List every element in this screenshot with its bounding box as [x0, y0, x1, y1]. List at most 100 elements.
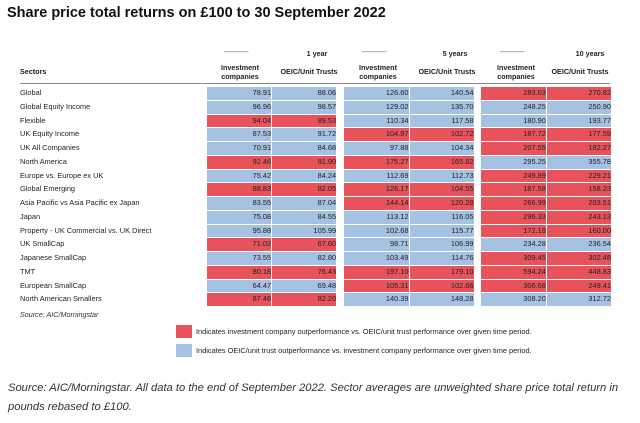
column-gap	[337, 265, 344, 279]
value-cell: 96.96	[206, 100, 273, 115]
column-gap	[474, 87, 481, 100]
value-cell: 106.99	[409, 237, 475, 252]
value-cell: 110.34	[343, 114, 410, 129]
sector-name: Asia Pacific vs Asia Pacific ex Japan	[20, 198, 140, 207]
table-row: Asia Pacific vs Asia Pacific ex Japan 83.…	[20, 196, 613, 211]
header-ic-10y: Investment companies	[497, 63, 535, 81]
value-cell: 89.53	[271, 114, 338, 129]
value-cell: 309.45	[481, 251, 547, 266]
sector-name: Japanese SmallCap	[20, 253, 87, 262]
sector-name: North America	[20, 156, 67, 166]
sector-name: UK Equity Income	[20, 129, 80, 139]
page-title: Share price total returns on £100 to 30 …	[7, 5, 386, 21]
value-cell: 80.18	[206, 265, 273, 280]
column-gap	[337, 87, 344, 100]
sector-name: UK All Companies	[20, 143, 80, 152]
column-gap	[337, 183, 344, 197]
value-cell: 94.04	[206, 114, 273, 129]
value-cell: 148.28	[409, 292, 475, 307]
value-cell: 182.27	[546, 141, 613, 156]
value-cell: 308.20	[481, 292, 547, 307]
legend-label-blue: Indicates OEIC/unit trust outperformance…	[196, 346, 532, 355]
value-cell: 126.60	[343, 87, 410, 101]
column-gap	[337, 142, 344, 156]
value-cell: 76.43	[271, 265, 338, 280]
table-source-note: Source: AIC/Morningstar	[20, 310, 99, 319]
value-cell: 312.72	[546, 292, 613, 307]
header-dashes-5y: ------------	[362, 49, 387, 56]
value-cell: 88.06	[271, 87, 338, 101]
table-row: Japanese SmallCap 73.55 82.80 103.49 114.76 3…	[20, 251, 613, 266]
value-cell: 78.91	[206, 87, 273, 101]
value-cell: 283.03	[481, 87, 547, 101]
value-cell: 236.54	[546, 237, 613, 252]
table-row: Japan 75.08 84.55 113.12 116.05 296.33 243.13	[20, 210, 613, 225]
value-cell: 75.42	[206, 169, 273, 184]
value-cell: 129.02	[343, 100, 410, 115]
value-cell: 82.05	[271, 182, 338, 197]
table-row: Global Equity Income 96.96 98.57 129.02 135.…	[20, 100, 613, 115]
column-gap	[337, 128, 344, 142]
value-cell: 140.39	[343, 292, 410, 307]
value-cell: 193.77	[546, 114, 613, 129]
value-cell: 88.83	[206, 182, 273, 197]
value-cell: 126.17	[343, 182, 410, 197]
sector-name: TMT	[20, 266, 36, 276]
header-sectors: Sectors	[20, 67, 47, 76]
header-dashes-10y: ------------	[500, 49, 525, 56]
table-row: North American Smallers 87.46 82.20 140.39 1…	[20, 292, 613, 307]
value-cell: 82.20	[271, 292, 338, 307]
column-gap	[474, 252, 481, 266]
value-cell: 64.47	[206, 279, 273, 294]
value-cell: 243.13	[546, 210, 613, 225]
value-cell: 295.25	[481, 155, 547, 170]
column-gap	[474, 238, 481, 252]
value-cell: 172.19	[481, 224, 547, 239]
value-cell: 302.48	[546, 251, 613, 266]
sector-name: Property - UK Commercial vs. UK Direct	[20, 225, 152, 235]
value-cell: 158.23	[546, 182, 613, 197]
value-cell: 104.55	[409, 182, 475, 197]
value-cell: 116.05	[409, 210, 475, 225]
header-oeic-1y: OEIC/Unit Trusts	[280, 67, 338, 76]
column-gap	[474, 224, 481, 238]
sector-name: Japan	[20, 211, 41, 221]
returns-table-panel: ------------ 1 year ------------ 5 years…	[20, 45, 613, 370]
column-gap	[474, 155, 481, 169]
value-cell: 95.88	[206, 224, 273, 239]
value-cell: 180.90	[481, 114, 547, 129]
column-gap	[474, 128, 481, 142]
value-cell: 104.34	[409, 141, 475, 156]
value-cell: 98.57	[271, 100, 338, 115]
legend-item-red: Indicates investment company outperforma…	[176, 324, 612, 339]
column-gap	[337, 100, 344, 114]
value-cell: 69.48	[271, 279, 338, 294]
table-row: Global 78.91 88.06 126.60 140.54 283.03 270.82	[20, 87, 613, 101]
column-gap	[474, 114, 481, 128]
column-gap	[337, 169, 344, 183]
value-cell: 104.97	[343, 127, 410, 142]
column-gap	[474, 142, 481, 156]
column-gap	[337, 197, 344, 211]
sector-name: UK SmallCap	[20, 239, 65, 249]
value-cell: 250.90	[546, 100, 613, 115]
column-gap	[474, 210, 481, 224]
legend-item-blue: Indicates OEIC/unit trust outperformance…	[176, 343, 612, 358]
value-cell: 112.73	[409, 169, 475, 184]
table-row: Property - UK Commercial vs. UK Direct 95…	[20, 224, 613, 239]
value-cell: 102.66	[409, 279, 475, 294]
header-oeic-10y: OEIC/Unit Trusts	[551, 67, 609, 76]
table-row: Global Emerging 88.83 82.05 126.17 104.55 187…	[20, 182, 613, 197]
value-cell: 102.68	[343, 224, 410, 239]
header-1-year: 1 year	[306, 49, 328, 58]
value-cell: 165.82	[409, 155, 475, 170]
column-gap	[474, 100, 481, 114]
legend-label-red: Indicates investment company outperforma…	[196, 327, 532, 336]
sector-name: Flexible	[20, 115, 46, 125]
value-cell: 594.24	[481, 265, 547, 280]
value-cell: 249.89	[481, 169, 547, 184]
column-gap	[337, 293, 344, 307]
table-row: Flexible 94.04 89.53 110.34 117.58 180.90 193.…	[20, 114, 613, 129]
value-cell: 140.54	[409, 87, 475, 101]
value-cell: 144.14	[343, 196, 410, 211]
